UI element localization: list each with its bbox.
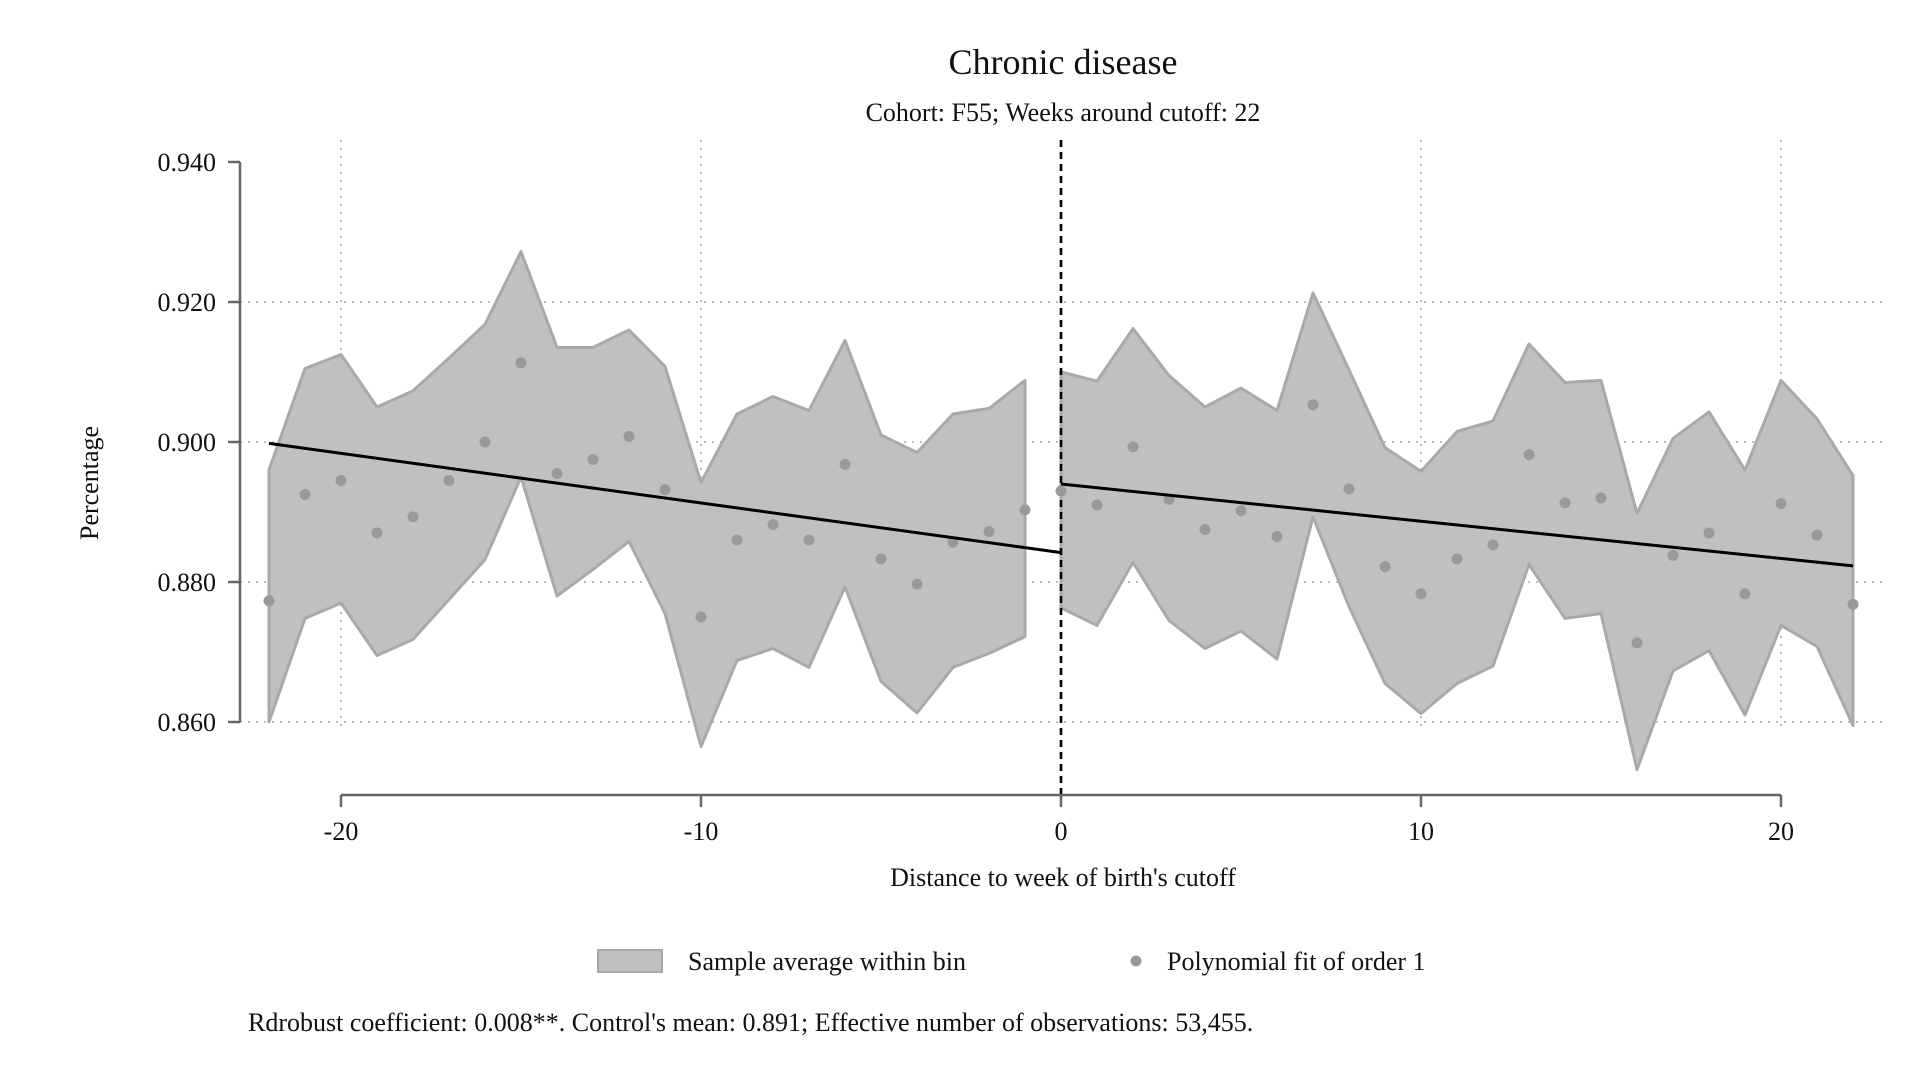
footnote: Rdrobust coefficient: 0.008**. Control's… — [248, 1008, 1253, 1037]
legend-band-label: Sample average within bin — [688, 947, 966, 976]
bin-point — [587, 454, 599, 465]
bin-point — [443, 475, 455, 486]
x-tick-label: 10 — [1408, 817, 1434, 846]
bin-point — [407, 511, 419, 523]
y-tick-label: 0.900 — [158, 428, 217, 457]
y-tick-label: 0.860 — [158, 708, 217, 737]
bin-point — [875, 553, 887, 565]
bin-point — [1847, 598, 1859, 610]
legend-point-label: Polynomial fit of order 1 — [1167, 947, 1426, 976]
bin-point — [983, 526, 995, 538]
bin-point — [695, 611, 707, 623]
confidence-bands — [267, 250, 1855, 772]
legend-band-swatch — [597, 949, 663, 973]
bin-point — [1307, 399, 1319, 411]
bin-point — [1127, 441, 1139, 453]
bin-point — [1343, 483, 1355, 495]
bin-point — [371, 527, 383, 539]
x-tick-label: 20 — [1768, 817, 1794, 846]
x-tick-label: -20 — [324, 817, 359, 846]
bin-point — [659, 484, 671, 496]
x-tick-label: 0 — [1055, 817, 1068, 846]
x-tick-label: -10 — [684, 817, 719, 846]
bin-point — [1091, 499, 1103, 511]
y-tick-label: 0.920 — [158, 288, 217, 317]
y-axis-label: Percentage — [75, 426, 104, 540]
bin-point — [515, 357, 527, 369]
bin-point — [551, 468, 563, 479]
bin-point — [1559, 497, 1571, 509]
bin-point — [1595, 492, 1607, 504]
bin-point — [731, 534, 743, 546]
confidence-band-right — [1059, 291, 1855, 772]
x-axis-label: Distance to week of birth's cutoff — [890, 863, 1236, 892]
bin-point — [1739, 588, 1751, 600]
bin-point — [839, 458, 851, 470]
bin-point — [1811, 529, 1823, 541]
bin-point — [1019, 504, 1031, 516]
y-tick-label: 0.940 — [158, 148, 217, 177]
fit-lines — [268, 441, 1854, 568]
bin-point — [1667, 549, 1679, 561]
bin-point — [1271, 531, 1283, 542]
bin-point — [1235, 505, 1247, 517]
bin-point — [335, 475, 347, 486]
legend-point-marker — [1130, 955, 1142, 967]
bin-point — [911, 578, 923, 590]
confidence-band-left — [267, 250, 1027, 748]
bin-point — [263, 595, 275, 607]
fit-line-left — [268, 441, 1062, 555]
bin-point — [1199, 524, 1211, 535]
chart-subtitle: Cohort: F55; Weeks around cutoff: 22 — [866, 98, 1261, 127]
bin-point — [1487, 539, 1499, 551]
fit-line-right — [1060, 482, 1854, 568]
bin-point — [1055, 485, 1067, 497]
bin-point — [299, 489, 311, 500]
bin-point — [1703, 527, 1715, 539]
bin-point — [1379, 561, 1391, 573]
bin-point — [1523, 449, 1535, 461]
chart-title: Chronic disease — [949, 42, 1178, 82]
y-tick-label: 0.880 — [158, 568, 217, 597]
legend: Sample average within bin Polynomial fit… — [597, 947, 1426, 976]
bin-point — [1451, 553, 1463, 565]
axes: 0.860 0.880 0.900 0.920 0.940 -20 -10 0 10 20 — [158, 148, 1795, 846]
bin-point — [623, 430, 635, 442]
bin-point — [1415, 588, 1427, 600]
bin-point — [767, 519, 779, 531]
bin-point — [1775, 498, 1787, 510]
bin-point — [803, 534, 815, 546]
bin-point — [479, 436, 491, 448]
bin-point — [1631, 637, 1643, 649]
